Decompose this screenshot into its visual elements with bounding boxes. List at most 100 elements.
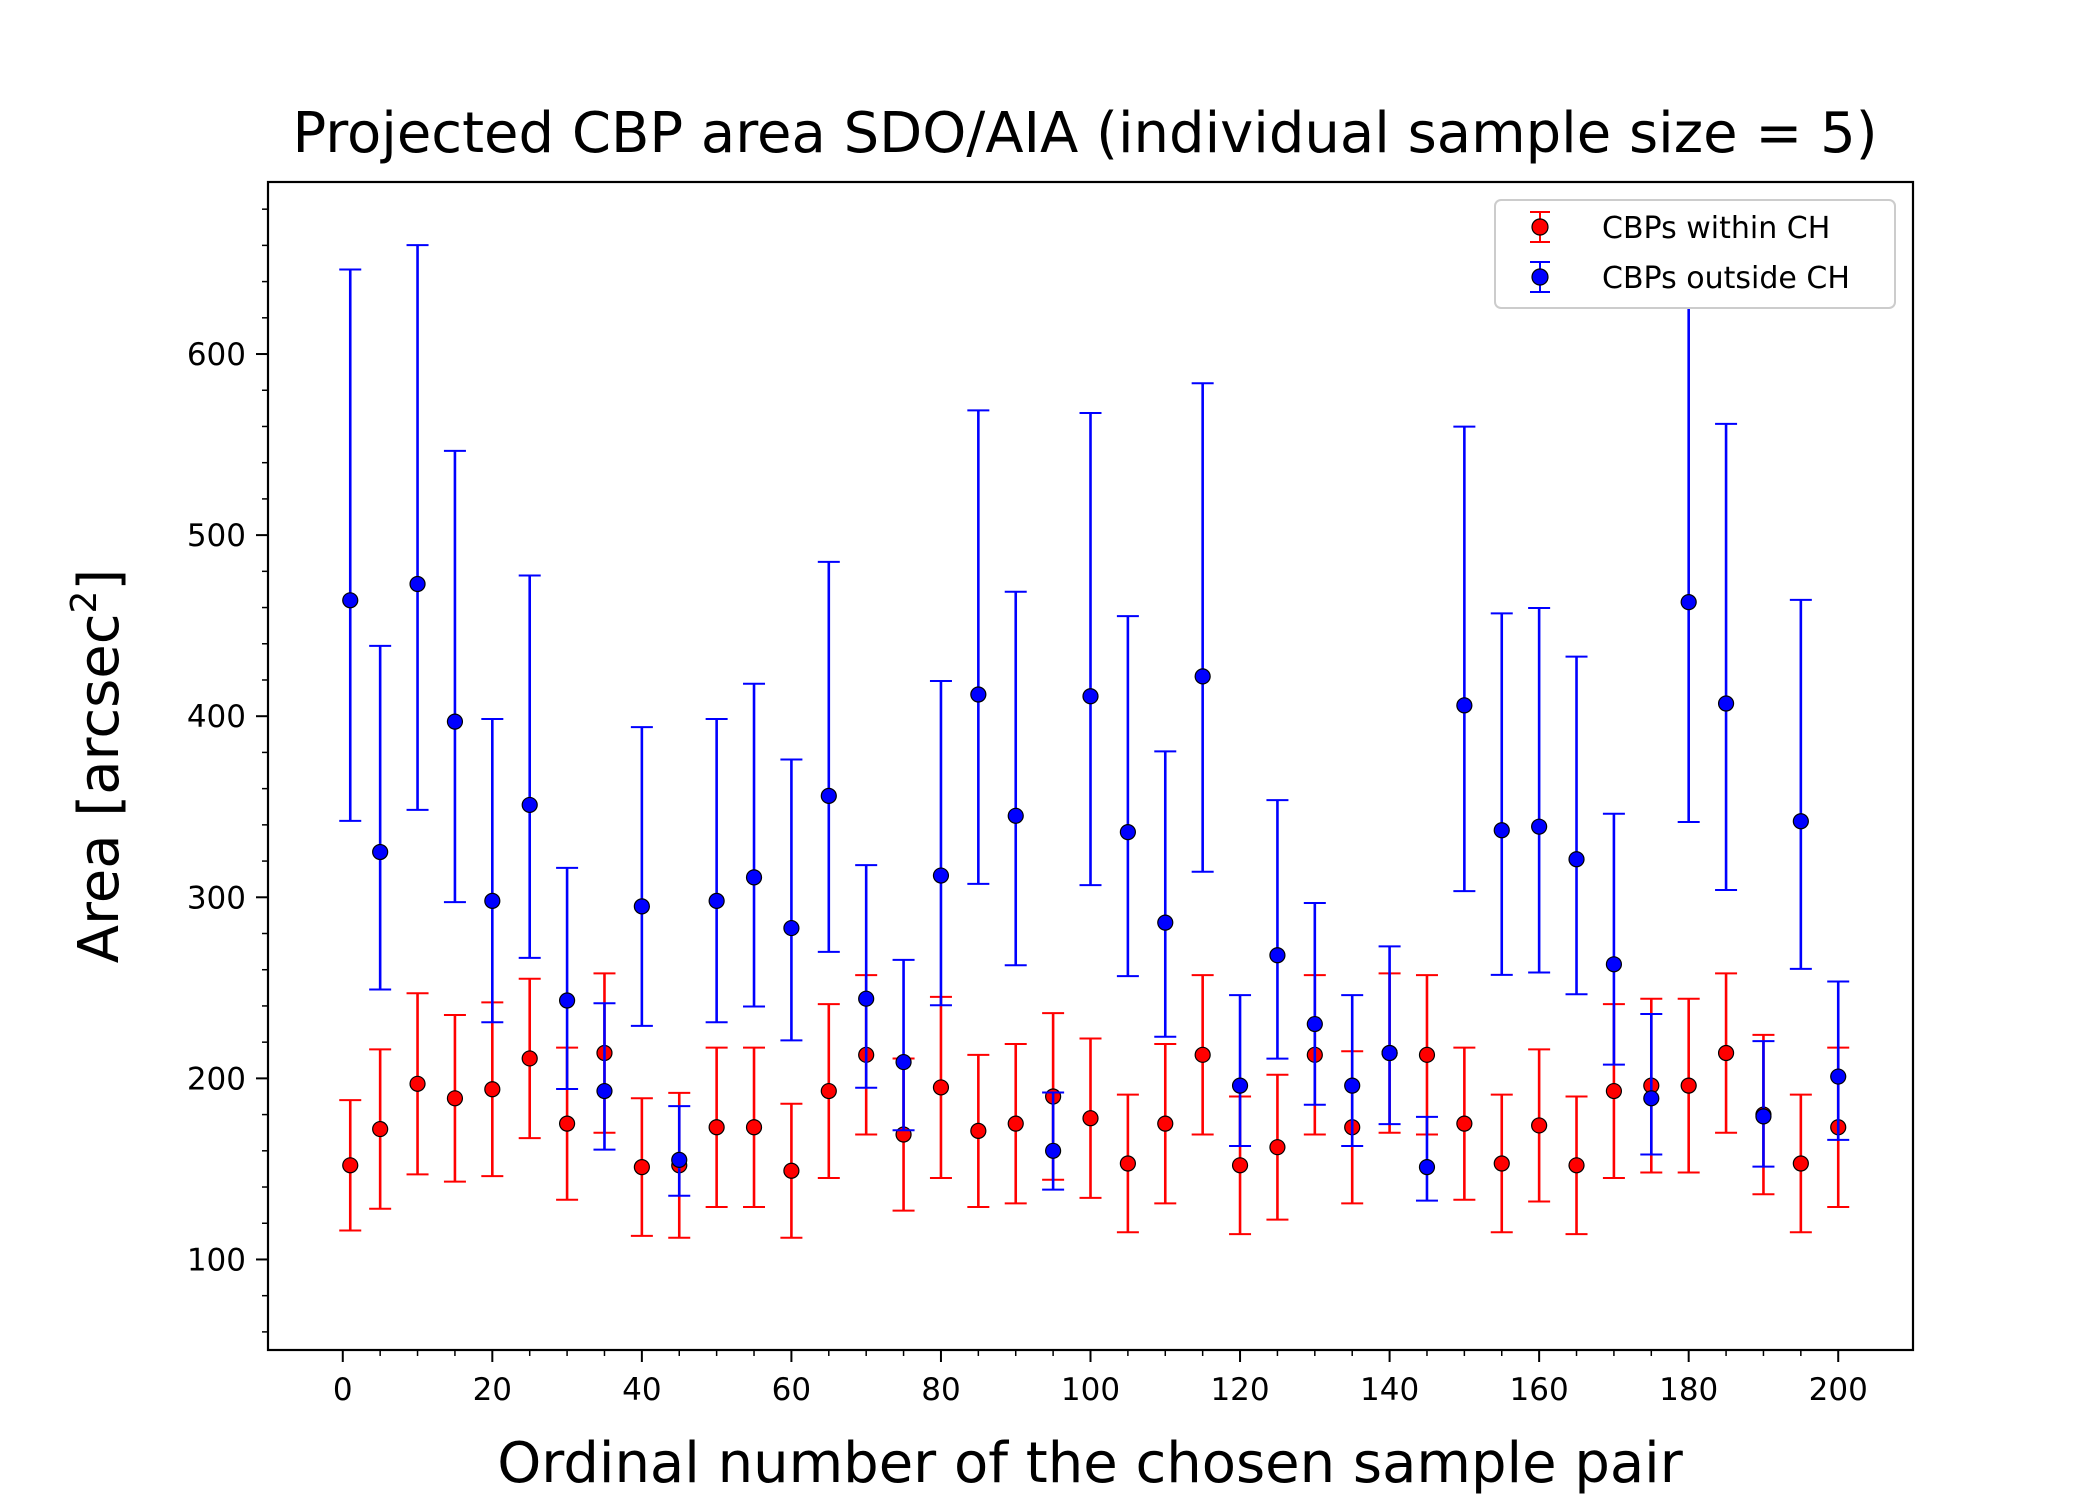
data-point (1381, 1044, 1398, 1062)
chart-title: Projected CBP area SDO/AIA (individual s… (292, 101, 1877, 166)
x-tick-label: 200 (1809, 1372, 1868, 1408)
data-point (1568, 851, 1585, 868)
data-point (1605, 956, 1623, 973)
data-point (1456, 697, 1473, 714)
legend-marker-within (1530, 211, 1550, 243)
data-point (1269, 947, 1286, 964)
data-point (342, 1157, 359, 1174)
data-point (1157, 914, 1174, 931)
series-outside-ch (339, 244, 1850, 1202)
data-point (671, 1151, 688, 1168)
y-axis-label: Area [arcsec2] (64, 569, 132, 964)
x-axis: 0 20 40 60 80 100 120 140 160 180 200 (333, 1350, 1868, 1408)
data-point (1306, 1015, 1323, 1033)
data-point (932, 1079, 950, 1096)
x-tick-label: 100 (1061, 1372, 1120, 1408)
y-axis-label-main: Area [arcsec (67, 613, 132, 963)
data-point (1792, 813, 1809, 830)
data-point (820, 1082, 837, 1100)
x-tick-label: 40 (622, 1372, 661, 1408)
y-axis-label-close: ] (67, 569, 132, 591)
x-tick-label: 120 (1210, 1372, 1269, 1408)
data-point (1157, 1115, 1174, 1132)
data-point (1082, 1110, 1099, 1127)
y-tick-label: 600 (187, 337, 246, 373)
data-point (596, 1082, 613, 1100)
data-point (1717, 695, 1735, 712)
data-point (1792, 1155, 1809, 1172)
data-point (1755, 1108, 1772, 1125)
data-point (1194, 1046, 1211, 1063)
data-point (783, 919, 800, 937)
data-point (820, 787, 837, 804)
data-point (372, 843, 389, 861)
data-point (970, 686, 987, 703)
data-point (1680, 594, 1697, 611)
y-tick-label: 500 (187, 518, 246, 554)
legend: CBPs within CH CBPs outside CH (1494, 199, 1896, 309)
data-point (1680, 1077, 1697, 1094)
data-point (1231, 1157, 1249, 1174)
data-point (342, 592, 359, 609)
data-point (521, 796, 538, 814)
data-point (745, 1119, 763, 1136)
data-point (409, 1075, 426, 1092)
data-point (745, 869, 763, 886)
data-point (1418, 1159, 1436, 1176)
data-point (446, 713, 464, 730)
data-point (1643, 1090, 1660, 1107)
y-axis: 100 200 300 400 500 600 (187, 208, 268, 1333)
data-point (1119, 823, 1136, 841)
x-tick-label: 140 (1360, 1372, 1419, 1408)
x-axis-label: Ordinal number of the chosen sample pair (497, 1431, 1684, 1496)
legend-label-within: CBPs within CH (1602, 211, 1830, 246)
data-point (858, 990, 875, 1007)
x-tick-label: 160 (1510, 1372, 1569, 1408)
y-tick-label: 400 (187, 699, 246, 735)
data-point (1456, 1115, 1473, 1132)
data-point (409, 575, 426, 593)
y-tick-label: 200 (187, 1061, 246, 1097)
x-tick-label: 20 (473, 1372, 512, 1408)
data-point (708, 1119, 725, 1136)
data-point (558, 992, 576, 1009)
data-point (1231, 1077, 1249, 1094)
data-point (1007, 1115, 1024, 1132)
y-axis-label-superscript: 2 (64, 591, 105, 614)
data-point (1531, 1117, 1548, 1134)
data-point (558, 1115, 576, 1132)
data-point (633, 1159, 650, 1176)
x-tick-label: 80 (921, 1372, 960, 1408)
data-point (708, 892, 725, 910)
data-point (1418, 1046, 1436, 1063)
data-point (1269, 1139, 1286, 1156)
data-point (1344, 1077, 1361, 1094)
data-point (970, 1122, 987, 1139)
data-point (1493, 822, 1510, 839)
data-point (1007, 807, 1024, 824)
data-point (895, 1053, 912, 1071)
data-point (484, 1081, 501, 1098)
data-point (633, 898, 650, 915)
data-point (1605, 1082, 1623, 1100)
y-tick-label: 300 (187, 880, 246, 916)
legend-frame (1494, 199, 1896, 309)
x-tick-label: 60 (772, 1372, 811, 1408)
data-point (484, 892, 501, 910)
data-point (1045, 1142, 1062, 1159)
x-tick-label: 180 (1659, 1372, 1718, 1408)
x-tick-label: 0 (333, 1372, 353, 1408)
data-point (1717, 1044, 1735, 1062)
data-point (1531, 818, 1548, 835)
data-point (1493, 1155, 1510, 1172)
data-point (1194, 668, 1211, 685)
data-point (521, 1050, 538, 1067)
data-point (932, 867, 950, 884)
data-point (372, 1120, 389, 1138)
data-point (1082, 688, 1099, 705)
legend-marker-outside (1530, 261, 1550, 293)
legend-label-outside: CBPs outside CH (1602, 261, 1850, 296)
data-point (446, 1090, 464, 1107)
data-point (1119, 1155, 1136, 1172)
